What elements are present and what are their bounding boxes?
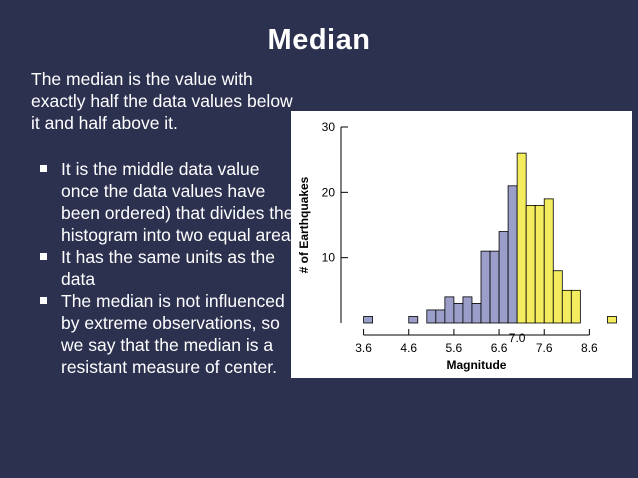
histogram-bar <box>570 289 581 324</box>
histogram-bar <box>453 302 464 324</box>
bullet-item: It is the middle data value once the dat… <box>40 158 300 246</box>
histogram-bars <box>363 152 617 324</box>
histogram-bar <box>543 198 554 324</box>
histogram-bar <box>444 296 455 324</box>
histogram-bar <box>408 316 419 324</box>
x-tick-label: 6.6 <box>491 341 508 355</box>
bullet-list: It is the middle data value once the dat… <box>40 158 300 378</box>
histogram-bar <box>498 231 509 324</box>
histogram-bar <box>552 270 563 324</box>
histogram-bar <box>435 309 446 324</box>
histogram-panel: 10 20 30 3.6 4.6 5.6 6.6 7.6 8.6 7.0 Magnitude … <box>291 111 632 378</box>
x-tick-label: 7.6 <box>536 341 553 355</box>
y-tick-label: 30 <box>322 120 336 134</box>
bullet-marker <box>40 253 47 260</box>
x-tick-label: 4.6 <box>400 341 417 355</box>
y-axis-label: # of Earthquakes <box>297 176 311 273</box>
y-tick-label: 10 <box>322 251 336 265</box>
bullet-text: It is the middle data value once the dat… <box>61 159 300 245</box>
histogram-bar <box>480 250 491 324</box>
slide-title: Median <box>267 24 371 56</box>
histogram-bar <box>534 205 545 324</box>
histogram-bar <box>489 250 500 324</box>
bullet-text: It has the same units as the data <box>61 247 276 289</box>
x-tick-label: 3.6 <box>355 341 372 355</box>
median-label: 7.0 <box>509 331 526 345</box>
bullet-marker <box>40 297 47 304</box>
histogram-bar <box>525 205 536 324</box>
histogram-bar <box>516 152 527 324</box>
bullet-item: The median is not influenced by extreme … <box>40 290 300 378</box>
y-tick-label: 20 <box>322 185 336 199</box>
histogram-bar <box>607 316 617 324</box>
histogram-bar <box>561 289 572 324</box>
x-ticks: 3.6 4.6 5.6 6.6 7.6 8.6 <box>355 329 598 355</box>
bullet-marker <box>40 165 47 172</box>
histogram-bar <box>426 309 437 324</box>
histogram-bar <box>471 302 482 324</box>
histogram-bar <box>363 316 374 324</box>
bullet-text: The median is not influenced by extreme … <box>61 291 285 377</box>
x-tick-label: 8.6 <box>581 341 598 355</box>
bullet-item: It has the same units as the data <box>40 246 300 290</box>
histogram-bar <box>507 185 518 324</box>
histogram-bar <box>462 296 473 324</box>
y-ticks: 10 20 30 <box>322 120 348 265</box>
x-axis-label: Magnitude <box>446 358 506 372</box>
x-tick-label: 5.6 <box>446 341 463 355</box>
intro-text: The median is the value with exactly hal… <box>31 69 293 133</box>
